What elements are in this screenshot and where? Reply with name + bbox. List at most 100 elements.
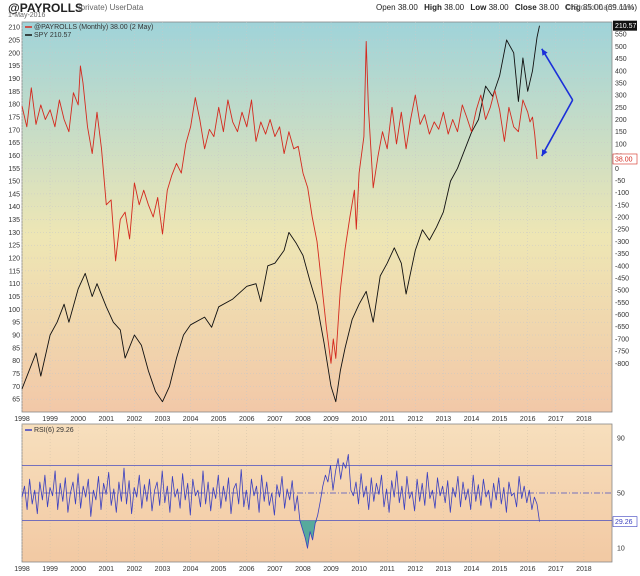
left-tick-label: 135 xyxy=(8,217,20,224)
x-tick-label: 1999 xyxy=(42,416,58,423)
right-tick-label: -700 xyxy=(615,336,629,343)
left-tick-label: 190 xyxy=(8,76,20,83)
rsi-x-tick-label: 2018 xyxy=(576,566,592,573)
left-tick-label: 130 xyxy=(8,230,20,237)
x-tick-label: 1998 xyxy=(14,416,30,423)
arrow-up-icon xyxy=(541,48,574,101)
left-tick-label: 195 xyxy=(8,63,20,70)
arrow-down-icon xyxy=(541,99,574,157)
left-tick-label: 180 xyxy=(8,102,20,109)
x-tick-label: 2001 xyxy=(98,416,114,423)
rsi-tick-label: 10 xyxy=(617,546,625,553)
payrolls-last-flag xyxy=(612,153,638,165)
right-tick-label: -300 xyxy=(615,239,629,246)
rsi-x-tick-label: 2010 xyxy=(351,566,367,573)
payrolls-last-label: 38.00 xyxy=(615,156,633,163)
left-tick-label: 165 xyxy=(8,140,20,147)
chg-value: 85.00 (69.11%) xyxy=(582,3,638,12)
rsi-x-tick-label: 2013 xyxy=(436,566,452,573)
right-tick-label: 550 xyxy=(615,32,627,39)
legend-label: @PAYROLLS (Monthly) 38.00 (2 May) xyxy=(34,24,153,31)
spy-last-flag xyxy=(613,20,637,31)
chg-label: Chg xyxy=(565,3,581,12)
right-tick-label: 350 xyxy=(615,80,627,87)
rsi-x-tick-label: 2006 xyxy=(239,566,255,573)
left-tick-label: 210 xyxy=(8,25,20,32)
x-tick-label: 2003 xyxy=(155,416,171,423)
rsi-x-tick-label: 2011 xyxy=(380,566,395,573)
x-tick-label: 2016 xyxy=(520,416,536,423)
chart-header: @PAYROLLS (private) UserData 1-May-2016 … xyxy=(0,0,640,20)
price-panel: 1998 1999 2000 2001 2002 2003 2004 2005 2006 2007… xyxy=(8,20,638,423)
rsi-x-tick-label: 2008 xyxy=(295,566,311,573)
left-tick-label: 80 xyxy=(12,358,20,365)
arrowhead xyxy=(541,149,548,157)
rsi-series-line xyxy=(21,454,540,549)
x-tick-label: 2005 xyxy=(211,416,227,423)
left-tick-label: 85 xyxy=(12,345,20,352)
left-tick-label: 160 xyxy=(8,153,20,160)
left-tick-label: 100 xyxy=(8,307,20,314)
right-tick-label: 250 xyxy=(615,105,627,112)
left-tick-label: 70 xyxy=(12,384,20,391)
symbol-title: @PAYROLLS xyxy=(8,1,84,15)
left-tick-label: 155 xyxy=(8,166,20,173)
right-tick-label: -350 xyxy=(615,251,629,258)
right-tick-label: 300 xyxy=(615,93,627,100)
left-tick-label: 90 xyxy=(12,333,20,340)
rsi-x-tick-label: 2000 xyxy=(70,566,86,573)
spy-series-line xyxy=(21,25,540,403)
close-value: 38.00 xyxy=(538,3,559,12)
close-label: Close xyxy=(514,3,537,12)
left-tick-label: 95 xyxy=(12,320,20,327)
rsi-tick-label: 90 xyxy=(617,435,625,442)
legend-label: SPY 210.57 xyxy=(34,32,71,39)
rsi-x-tick-label: 2002 xyxy=(127,566,143,573)
right-tick-label: -550 xyxy=(615,300,629,307)
ohlc-readout: Open 38.00 High 38.00 Low 38.00 Close 38… xyxy=(376,3,637,12)
right-tick-label: -100 xyxy=(615,190,629,197)
rsi-x-tick-label: 2017 xyxy=(548,566,564,573)
left-tick-label: 125 xyxy=(8,243,20,250)
low-label: Low xyxy=(470,3,487,12)
x-tick-label: 2006 xyxy=(239,416,255,423)
right-tick-label: -250 xyxy=(615,227,629,234)
right-tick-label: 450 xyxy=(615,56,627,63)
right-tick-label: -500 xyxy=(615,288,629,295)
privacy-label: (private) UserData xyxy=(78,3,144,12)
x-tick-label: 2018 xyxy=(576,416,592,423)
left-tick-label: 75 xyxy=(12,371,20,378)
left-tick-label: 120 xyxy=(8,256,20,263)
brand-logo: © StockCharts.com xyxy=(564,3,634,12)
rsi-last-flag xyxy=(612,516,638,527)
payrolls-series-line xyxy=(21,41,538,364)
right-tick-label: 200 xyxy=(615,117,627,124)
left-tick-label: 205 xyxy=(8,37,20,44)
right-tick-label: 500 xyxy=(615,44,627,51)
open-label: Open xyxy=(376,3,396,12)
rsi-x-tick-label: 1998 xyxy=(14,566,30,573)
rsi-x-tick-label: 2005 xyxy=(211,566,227,573)
rsi-x-tick-label: 2009 xyxy=(323,566,339,573)
x-tick-label: 2015 xyxy=(492,416,508,423)
x-tick-label: 2011 xyxy=(380,416,395,423)
left-tick-label: 150 xyxy=(8,179,20,186)
right-tick-label: 0 xyxy=(615,166,619,173)
right-tick-label: -400 xyxy=(615,263,629,270)
high-label: High xyxy=(424,3,442,12)
right-tick-label: -450 xyxy=(615,275,629,282)
arrowhead xyxy=(541,48,548,56)
rsi-x-tick-label: 2003 xyxy=(155,566,171,573)
right-tick-label: 150 xyxy=(615,129,627,136)
plot-area xyxy=(21,21,613,413)
right-tick-label: 400 xyxy=(615,68,627,75)
x-tick-label: 2002 xyxy=(127,416,143,423)
right-tick-label: -600 xyxy=(615,312,629,319)
right-tick-label: -50 xyxy=(615,178,625,185)
left-tick-label: 200 xyxy=(8,50,20,57)
x-tick-label: 2010 xyxy=(351,416,367,423)
oversold-shade-icon xyxy=(299,520,318,549)
x-tick-label: 2004 xyxy=(183,416,199,423)
left-tick-label: 65 xyxy=(12,397,20,404)
